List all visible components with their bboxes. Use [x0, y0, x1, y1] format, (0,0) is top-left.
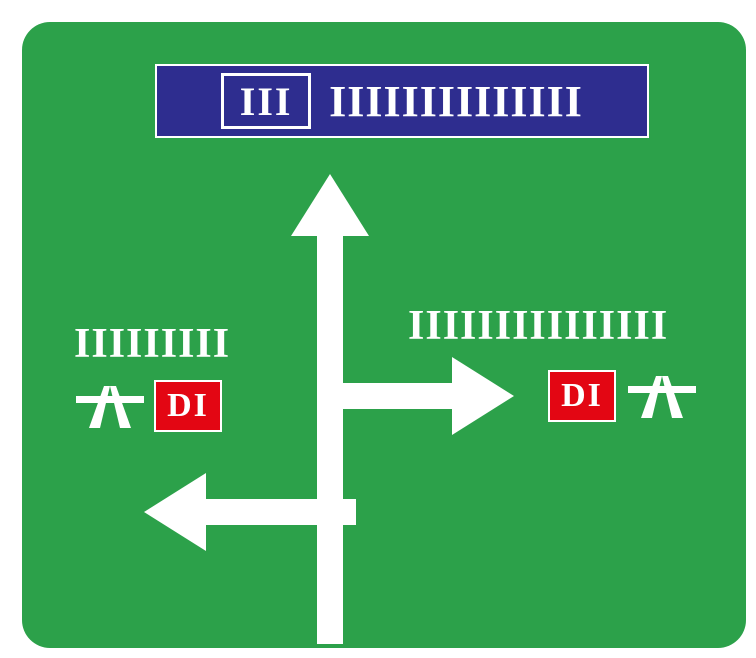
top-destination-panel: III IIIIIIIIIIIIII — [155, 64, 649, 138]
right-destination-text: IIIIIIIIIIIIIII — [408, 302, 668, 350]
left-badge-text: DI — [167, 387, 209, 425]
right-route-badge: DI — [548, 370, 616, 422]
right-badge-text: DI — [561, 377, 603, 415]
left-destination-text: IIIIIIIII — [74, 320, 230, 368]
top-destination-text: IIIIIIIIIIIIII — [329, 76, 583, 127]
sign-outer: III IIIIIIIIIIIIII IIIIIIIII DI IIIIIIII… — [6, 6, 750, 652]
left-route-badge: DI — [154, 380, 222, 432]
road-number-text: III — [240, 78, 293, 125]
motorway-icon — [74, 382, 146, 430]
motorway-icon — [626, 372, 698, 420]
sign-panel: III IIIIIIIIIIIIII IIIIIIIII DI IIIIIIII… — [22, 22, 746, 648]
road-number-box: III — [221, 73, 311, 129]
